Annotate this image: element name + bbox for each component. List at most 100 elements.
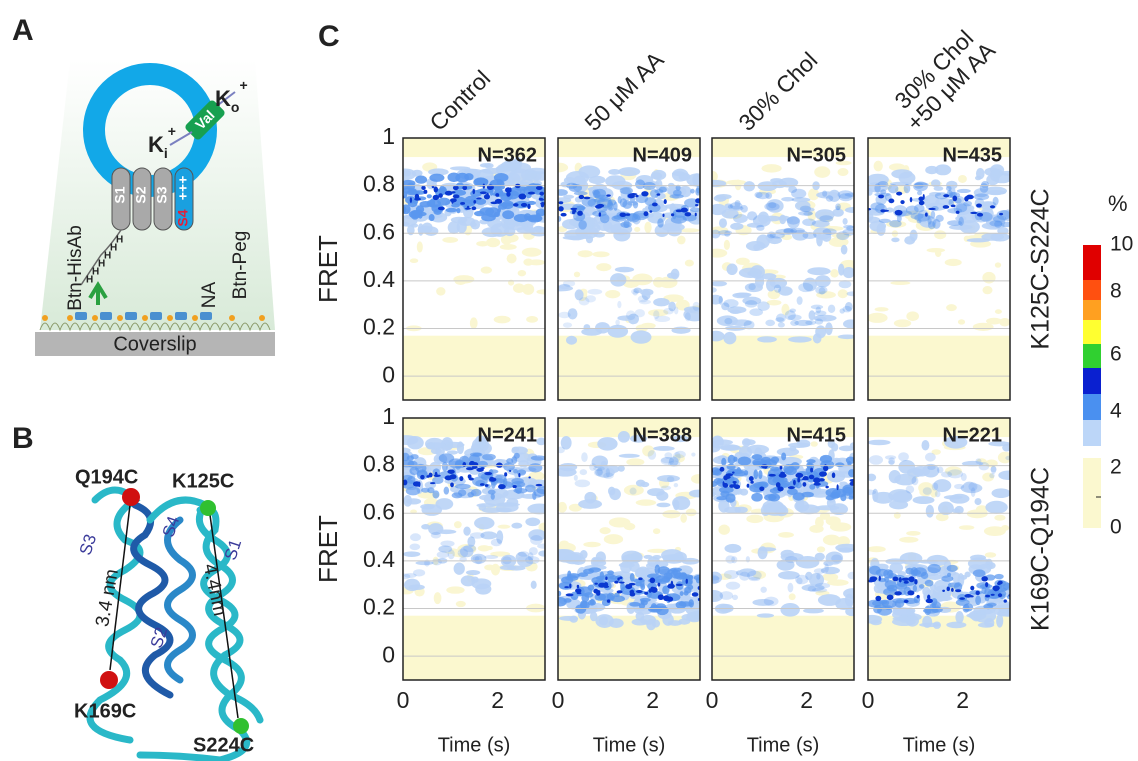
y-tick-label: 1 — [382, 403, 395, 429]
heatmap-blob — [726, 263, 738, 276]
heatmap-blob — [615, 319, 620, 326]
heatmap-blob — [720, 490, 730, 498]
heatmap-blob — [752, 599, 774, 606]
heatmap-blob — [663, 307, 674, 315]
heatmap-blob — [840, 493, 847, 502]
heatmap-blob — [734, 179, 742, 191]
heatmap-blob — [593, 469, 604, 477]
heatmap-blob — [639, 299, 651, 305]
heatmap-blob — [657, 474, 680, 482]
heatmap-blob — [463, 544, 477, 553]
residue-sphere — [200, 500, 216, 516]
heatmap-blob — [973, 188, 989, 198]
heatmap-blob — [958, 216, 964, 227]
heatmap-blob — [514, 484, 523, 495]
plot-frame — [867, 417, 1011, 681]
heatmap-blob — [535, 212, 541, 222]
heatmap-blob — [934, 490, 941, 498]
heatmap-blob — [777, 322, 785, 328]
heatmap-blob — [575, 205, 586, 211]
heatmap-blob — [692, 301, 700, 311]
heatmap-blob — [438, 193, 443, 198]
heatmap-blob — [560, 212, 567, 217]
heatmap-blob — [743, 181, 755, 192]
heatmap-blob — [747, 211, 758, 221]
heatmap-blob — [814, 552, 825, 561]
heatmap-blob — [814, 310, 827, 316]
heatmap-blob — [647, 556, 661, 568]
arrow — [169, 131, 193, 146]
colorbar-segment — [1083, 280, 1101, 300]
heatmap-blob — [464, 207, 471, 210]
heatmap-blob — [618, 581, 625, 584]
heatmap-blob — [776, 313, 786, 323]
heatmap-blob — [409, 258, 419, 264]
heatmap-blob — [632, 290, 638, 296]
heatmap-blob — [684, 212, 692, 217]
heatmap-blob — [712, 589, 724, 602]
heatmap-blob — [511, 522, 523, 529]
heatmap-blob — [480, 531, 498, 540]
heatmap-blob — [943, 495, 963, 500]
heatmap-blob — [922, 615, 933, 628]
heatmap-blob — [798, 282, 814, 293]
heatmap-blob — [712, 229, 721, 239]
heatmap-blob — [670, 213, 675, 217]
heatmap-blob — [982, 286, 993, 295]
heatmap-blob — [778, 177, 799, 188]
heatmap-blob — [727, 454, 736, 465]
heatmap-blob — [848, 491, 854, 499]
heatmap-blob — [955, 611, 964, 624]
heatmap-blob — [991, 488, 1010, 498]
heatmap-blob — [403, 447, 411, 454]
heatmap-blob — [761, 164, 782, 173]
heatmap-blob — [797, 504, 821, 515]
heatmap-blob — [760, 456, 772, 463]
heatmap-blob — [868, 207, 872, 211]
heatmap-blob — [890, 280, 911, 285]
heatmap-blob — [789, 445, 797, 452]
heatmap-blob — [608, 618, 624, 629]
heatmap-blob — [433, 208, 442, 215]
heatmap-blob — [455, 172, 470, 183]
heatmap-blob — [891, 169, 913, 179]
heatmap-blob — [511, 477, 524, 485]
x-axis-label: Time (s) — [593, 734, 666, 756]
heatmap-blob — [825, 485, 829, 489]
plot-frame — [867, 137, 1011, 401]
heatmap-blob — [807, 210, 817, 221]
heatmap-blob — [893, 512, 901, 519]
heatmap-blob — [975, 458, 982, 464]
heatmap-blob — [889, 562, 904, 574]
heatmap-blob — [868, 187, 873, 196]
heatmap-blob — [759, 486, 765, 492]
heatmap-blob — [837, 190, 854, 199]
heatmap-blob — [558, 597, 567, 607]
heatmap-blob — [838, 193, 853, 202]
heatmap-blob — [476, 240, 489, 247]
heatmap-blob — [729, 484, 735, 488]
heatmap-blob — [803, 211, 813, 216]
heatmap-blob — [735, 570, 744, 576]
heatmap-blob — [426, 442, 446, 449]
heatmap-blob — [575, 588, 582, 593]
heatmap-blob — [662, 213, 665, 218]
heatmap-blob — [909, 197, 913, 203]
heatmap-blob — [430, 531, 442, 539]
heatmap-blob — [975, 505, 989, 514]
heatmap-blob — [490, 493, 495, 500]
y-tick-label: 0.2 — [363, 314, 395, 340]
heatmap-blob — [869, 220, 887, 232]
heatmap-blob — [881, 209, 890, 212]
heatmap-blob — [794, 200, 811, 211]
heatmap-blob — [827, 439, 836, 449]
heatmap-blob — [984, 618, 995, 628]
heatmap-blob — [784, 310, 796, 321]
heatmap-blob — [638, 577, 643, 581]
heatmap-blob — [662, 509, 681, 519]
x-tick-label: 2 — [646, 687, 659, 713]
heatmap-blob — [946, 304, 957, 312]
heatmap-blob — [786, 216, 801, 225]
heatmap-blob — [521, 247, 542, 257]
heatmap-blob — [506, 253, 517, 264]
